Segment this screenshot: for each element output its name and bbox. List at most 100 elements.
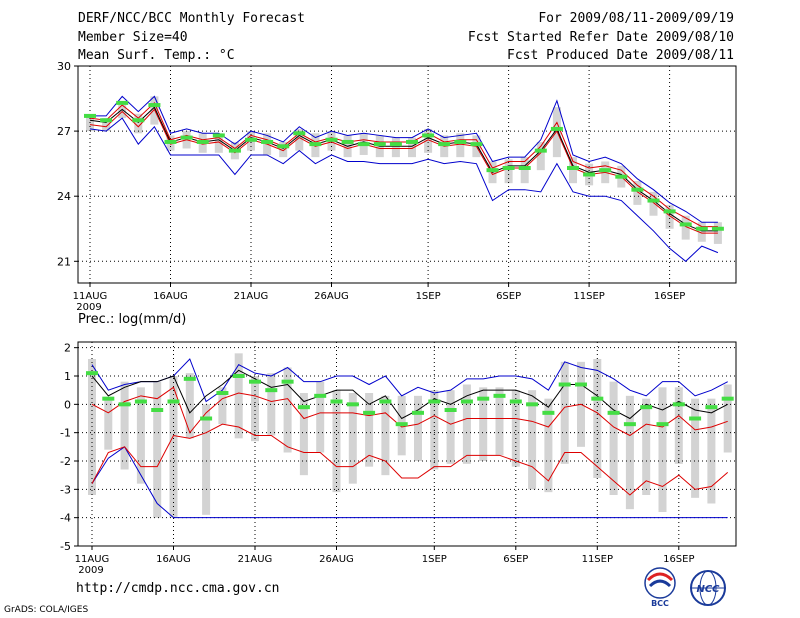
box-bar [267, 373, 276, 436]
box-bar [283, 367, 292, 453]
box-bar [569, 157, 577, 184]
x-tick-label: 1SEP [416, 291, 441, 302]
median-marker [132, 118, 145, 123]
median-marker [395, 422, 408, 427]
bcc-logo-text: BCC [651, 599, 669, 608]
median-marker [663, 209, 676, 214]
y-tick-label: -2 [60, 455, 71, 468]
median-marker [656, 422, 669, 427]
y-tick-label: 27 [57, 125, 71, 138]
box-bar [251, 376, 259, 442]
box-bar [136, 387, 145, 484]
box-bar [279, 141, 288, 158]
median-marker [228, 148, 241, 153]
median-marker [509, 399, 522, 404]
chart-title: DERF/NCC/BCC Monthly Forecast [78, 11, 305, 26]
median-marker [84, 113, 96, 118]
x-year-label: 2009 [76, 302, 101, 313]
median-marker [379, 399, 392, 404]
box-bar [202, 404, 211, 515]
y-tick-label: 1 [64, 370, 71, 383]
median-marker [438, 142, 451, 147]
x-tick-label: 11SEP [573, 291, 604, 302]
box-bar [625, 395, 634, 510]
box-bar [118, 102, 127, 119]
median-marker [422, 133, 435, 138]
median-marker [281, 379, 294, 384]
median-marker [486, 168, 499, 173]
box-bar [316, 381, 325, 453]
median-marker [550, 126, 563, 131]
y-tick-label: -1 [60, 427, 71, 440]
median-marker [314, 393, 327, 398]
box-bar [299, 393, 308, 476]
median-marker [309, 142, 322, 147]
x-tick-label: 16AUG [153, 291, 188, 302]
median-marker [615, 174, 628, 179]
box-bar [504, 159, 513, 184]
box-bar [536, 141, 545, 171]
source-url[interactable]: http://cmdp.ncc.cma.gov.cn [76, 581, 280, 596]
median-marker [526, 402, 539, 407]
box-bar [381, 395, 390, 476]
median-marker [623, 422, 636, 427]
box-bar [658, 387, 667, 512]
median-marker [711, 226, 724, 231]
median-marker [134, 399, 147, 404]
x-tick-label: 1SEP [422, 554, 447, 565]
series-q1-line [91, 386, 728, 437]
median-marker [695, 226, 708, 231]
box-bar [528, 390, 537, 490]
median-marker [583, 172, 596, 177]
median-marker [502, 165, 515, 170]
box-bar [102, 118, 111, 132]
box-bar [462, 384, 471, 464]
y-tick-label: 21 [57, 255, 71, 268]
box-bar [707, 398, 716, 504]
y-tick-label: -4 [60, 512, 71, 525]
median-marker [412, 410, 424, 415]
median-marker [265, 388, 278, 393]
median-marker [558, 382, 571, 387]
median-marker [575, 382, 587, 387]
box-bar [408, 137, 416, 158]
median-marker [607, 410, 620, 415]
chart-panel-2: -5 -4 -3 -2 -1 0 1 2 11AUG 16AUG 21AUG 26AUG 1SEP 6SE… [60, 312, 737, 576]
x-tick-label: 16AUG [156, 554, 191, 565]
box-bar [511, 390, 520, 467]
median-marker [542, 410, 555, 415]
x-tick-label: 16SEP [654, 291, 685, 302]
series-q1-line [89, 108, 718, 234]
plot-frame [77, 65, 737, 284]
median-marker [454, 139, 467, 144]
median-marker [325, 137, 338, 142]
box-bar [446, 390, 455, 464]
variable-label: Mean Surf. Temp.: °C [78, 48, 235, 63]
box-bar [544, 398, 553, 493]
box-bar [120, 381, 129, 470]
x-tick-label: 26AUG [314, 291, 349, 302]
median-marker [167, 399, 180, 404]
x-tick-label: 26AUG [319, 554, 354, 565]
median-marker [148, 103, 161, 108]
box-bar [391, 137, 400, 158]
box-bar [214, 133, 223, 153]
median-marker [212, 133, 225, 138]
box-bar [414, 395, 422, 461]
box-bar [104, 398, 113, 450]
box-bar [723, 384, 732, 453]
median-marker [428, 399, 441, 404]
median-marker [245, 137, 257, 142]
median-marker [297, 405, 310, 410]
series-min-line [91, 446, 728, 519]
series-max-line [90, 95, 718, 223]
median-marker [647, 198, 660, 203]
box-bar [348, 393, 357, 484]
median-marker [346, 402, 359, 407]
median-marker [216, 391, 229, 395]
median-marker [373, 142, 386, 147]
y-tick-label: 0 [64, 398, 71, 411]
ncc-logo: NCC [690, 570, 726, 606]
median-marker [261, 139, 274, 144]
box-bar [332, 390, 341, 493]
